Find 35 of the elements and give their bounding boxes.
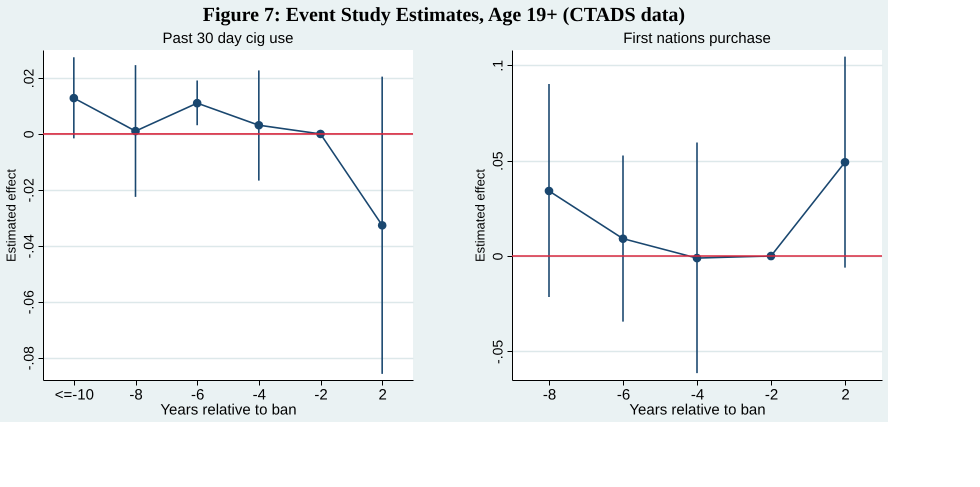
x-tick-label: -4 bbox=[252, 386, 266, 404]
x-tick-label: -2 bbox=[764, 386, 778, 404]
x-tick-label: 2 bbox=[841, 386, 850, 404]
y-tick-label: .02 bbox=[20, 68, 36, 88]
x-axis-title: Years relative to ban bbox=[629, 402, 766, 418]
y-tick-label: -.05 bbox=[490, 340, 506, 364]
point bbox=[618, 234, 628, 243]
x-axis-title: Years relative to ban bbox=[160, 402, 297, 418]
point bbox=[192, 98, 202, 108]
x-tick-label: <=-10 bbox=[54, 386, 94, 404]
x-tick-label: -2 bbox=[314, 386, 328, 404]
x-tick-label: -4 bbox=[690, 386, 704, 404]
y-tick-label: -.02 bbox=[20, 178, 36, 202]
chart-title: First nations purchase bbox=[623, 30, 771, 47]
point bbox=[378, 221, 386, 230]
y-tick-label: 0 bbox=[20, 130, 36, 138]
point bbox=[254, 120, 264, 130]
point bbox=[70, 94, 78, 102]
point bbox=[840, 158, 850, 166]
x-tick-label: -8 bbox=[542, 386, 556, 404]
x-tick-label: -6 bbox=[616, 386, 630, 404]
point bbox=[544, 186, 554, 196]
chart-title: Past 30 day cig use bbox=[162, 30, 294, 47]
x-tick-label: -8 bbox=[129, 386, 143, 404]
x-tick-label: 2 bbox=[378, 386, 387, 404]
y-axis-title: Estimated effect bbox=[4, 168, 18, 262]
y-axis-title: Estimated effect bbox=[472, 168, 488, 262]
y-tick-label: -.08 bbox=[20, 346, 36, 370]
y-tick-label: .05 bbox=[490, 151, 506, 171]
y-tick-label: -.06 bbox=[20, 290, 36, 314]
y-tick-label: 0 bbox=[490, 252, 506, 260]
y-tick-label: -.04 bbox=[20, 234, 36, 258]
x-tick-label: -6 bbox=[190, 386, 204, 404]
y-tick-label: .1 bbox=[490, 60, 506, 72]
caption: Figure 7: Event Study Estimates, Age 19+ (CTADS data) bbox=[202, 4, 686, 26]
